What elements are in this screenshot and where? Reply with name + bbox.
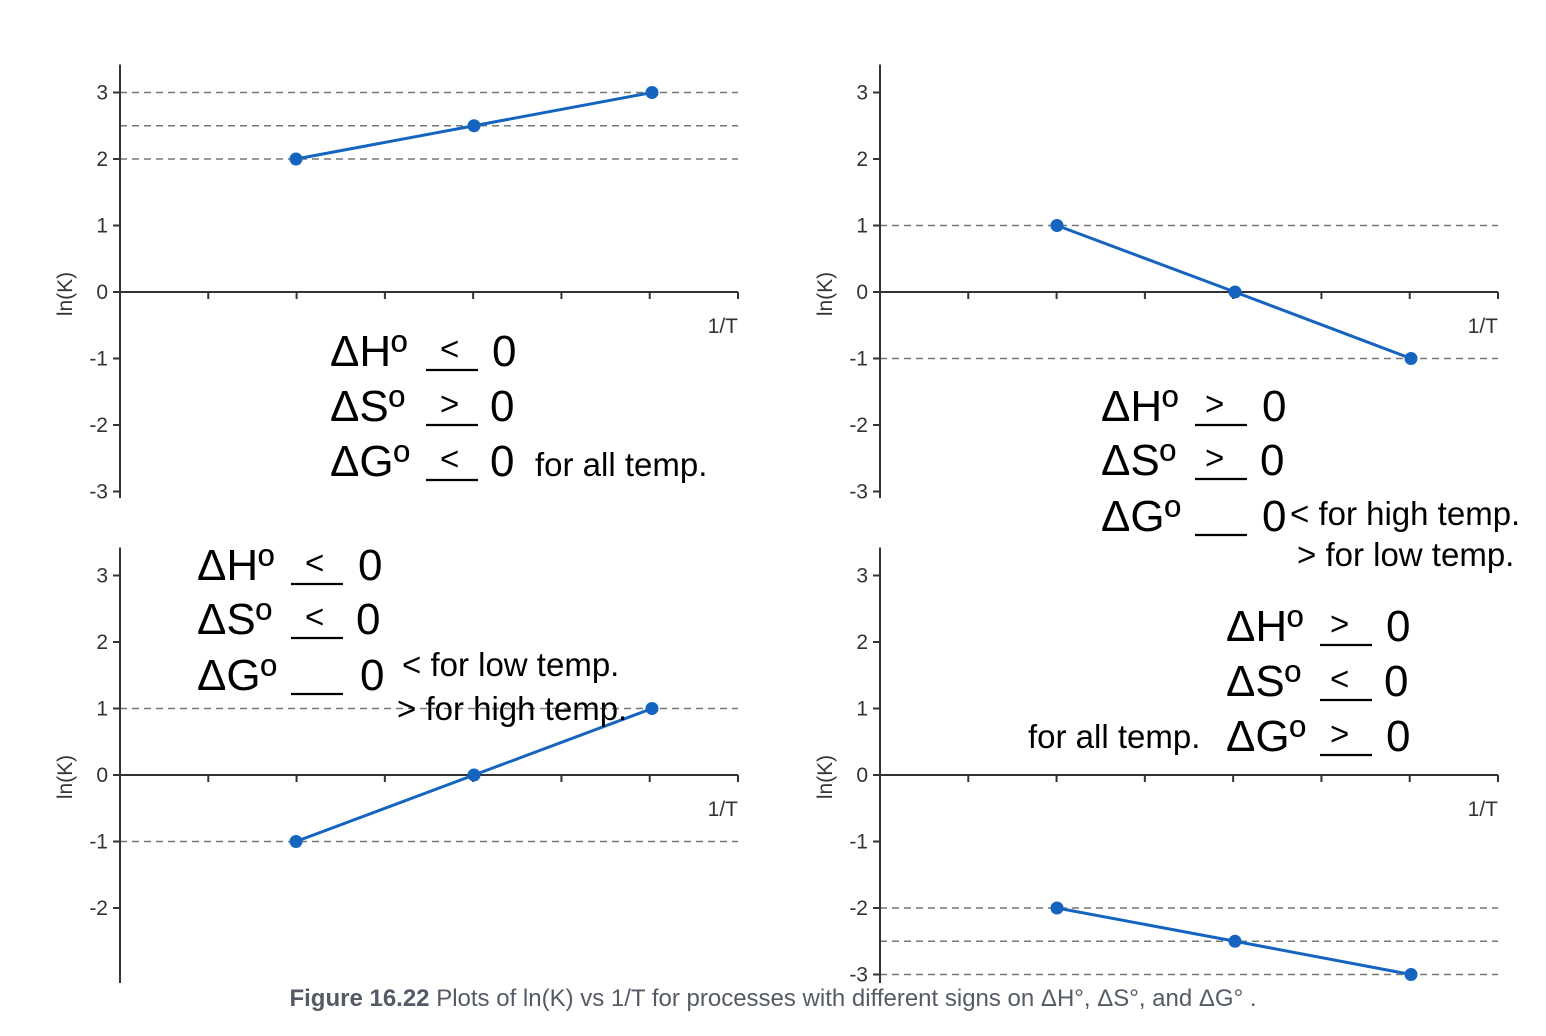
y-tick-label: 1 — [856, 215, 868, 238]
annotation-zero: 0 — [492, 327, 516, 376]
y-tick-label: 2 — [856, 631, 868, 654]
y-tick-label: 0 — [96, 281, 108, 304]
x-axis-label: 1/T — [708, 798, 739, 821]
annotation-dg: ΔGº — [1101, 492, 1181, 541]
figure-label: Figure 16.22 — [289, 985, 430, 1012]
annotation-dg: ΔGº — [197, 651, 277, 700]
chart-panel-4: 3 2 1 0 -1 -2 -3 1/T ln(K) ΔHº 0 > ΔSº 0 < ΔGº 0 > for all… — [814, 547, 1499, 987]
y-tick-label: -3 — [89, 481, 108, 504]
annotation-zero: 0 — [490, 437, 514, 486]
y-tick-label: 3 — [856, 82, 868, 105]
annotation-mark: < — [440, 330, 459, 367]
y-tick-label: 1 — [856, 698, 868, 721]
annotation-zero: 0 — [1386, 602, 1410, 651]
data-point — [1404, 352, 1418, 365]
data-point — [289, 835, 303, 848]
y-axis-label: ln(K) — [54, 755, 77, 799]
annotation-dh: ΔHº — [1101, 382, 1178, 431]
annotation-dh: ΔHº — [1226, 602, 1303, 651]
annotation-note: for all temp. — [535, 446, 707, 483]
x-axis-label: 1/T — [1468, 315, 1499, 338]
annotation-ds: ΔSº — [1101, 436, 1176, 485]
annotation-ds: ΔSº — [197, 595, 272, 644]
y-tick-label: 1 — [96, 698, 108, 721]
y-tick-label: 0 — [856, 764, 868, 787]
annotation-ds: ΔSº — [330, 382, 405, 431]
annotation-note: for all temp. — [1028, 718, 1200, 755]
annotation-mark: < — [440, 440, 459, 477]
annotation-mark: > — [1330, 605, 1349, 642]
y-tick-label: 0 — [856, 281, 868, 304]
y-tick-label: 2 — [96, 631, 108, 654]
annotation-zero: 0 — [358, 541, 382, 590]
annotation-ds: ΔSº — [1226, 657, 1301, 706]
figure-caption: Figure 16.22 Plots of ln(K) vs 1/T for p… — [0, 985, 1546, 1013]
y-tick-label: -3 — [849, 964, 868, 987]
annotation-dh: ΔHº — [330, 327, 407, 376]
annotation-mark: > — [1205, 385, 1224, 422]
annotation-mark: < — [1330, 660, 1349, 697]
y-tick-label: 2 — [856, 148, 868, 171]
y-tick-label: 3 — [96, 82, 108, 105]
annotation-mark: < — [305, 544, 324, 581]
y-tick-label: -1 — [89, 348, 108, 371]
annotation-zero: 0 — [1386, 712, 1410, 761]
y-tick-label: -2 — [849, 414, 868, 437]
y-tick-label: 0 — [96, 764, 108, 787]
annotation-dh: ΔHº — [197, 541, 274, 590]
y-axis-label: ln(K) — [814, 755, 837, 799]
y-tick-label: -3 — [849, 481, 868, 504]
y-tick-label: 3 — [96, 565, 108, 588]
data-point — [1404, 968, 1418, 981]
figure-caption-text: Plots of ln(K) vs 1/T for processes with… — [436, 985, 1257, 1012]
annotation-dg: ΔGº — [1226, 712, 1306, 761]
data-point — [1050, 901, 1064, 915]
chart-panel-1: 3 2 1 0 -1 -2 -3 1/T ln(K) ΔHº 0 < ΔSº 0 > ΔGº 0 < for all… — [54, 64, 739, 504]
data-point — [645, 86, 659, 99]
data-point — [289, 152, 303, 166]
data-point — [467, 768, 481, 782]
y-tick-label: -1 — [89, 831, 108, 854]
annotation-zero: 0 — [1262, 492, 1286, 541]
annotation-mark: > — [1330, 715, 1349, 752]
annotation-mark: > — [1205, 439, 1224, 476]
annotation-mark: > — [440, 385, 459, 422]
annotation-zero: 0 — [490, 382, 514, 431]
data-point — [1228, 285, 1242, 299]
data-point — [1228, 934, 1242, 948]
data-point — [645, 702, 659, 715]
x-axis-label: 1/T — [708, 315, 739, 338]
y-axis-label: ln(K) — [814, 272, 837, 316]
chart-panel-3: 3 2 1 0 -1 -2 1/T ln(K) ΔHº 0 < ΔSº 0 < ΔGº 0 < for low … — [54, 541, 739, 983]
y-tick-label: -2 — [89, 897, 108, 920]
y-tick-label: 3 — [856, 565, 868, 588]
data-point — [467, 119, 481, 133]
y-axis-label: ln(K) — [54, 272, 77, 316]
annotation-zero: 0 — [360, 651, 384, 700]
y-tick-label: 2 — [96, 148, 108, 171]
annotation-note: > for low temp. — [1297, 536, 1514, 573]
annotation-dg: ΔGº — [330, 437, 410, 486]
annotation-note: < for low temp. — [402, 646, 619, 683]
annotation-note: < for high temp. — [1290, 495, 1520, 532]
y-tick-label: -1 — [849, 348, 868, 371]
annotation-zero: 0 — [1384, 657, 1408, 706]
y-tick-label: -2 — [849, 897, 868, 920]
annotation-zero: 0 — [356, 595, 380, 644]
annotation-zero: 0 — [1262, 382, 1286, 431]
annotation-mark: < — [305, 598, 324, 635]
x-axis-label: 1/T — [1468, 798, 1499, 821]
data-point — [1050, 219, 1064, 232]
y-tick-label: -2 — [89, 414, 108, 437]
y-tick-label: -1 — [849, 831, 868, 854]
annotation-note: > for high temp. — [397, 690, 627, 727]
y-tick-label: 1 — [96, 215, 108, 238]
annotation-zero: 0 — [1260, 436, 1284, 485]
